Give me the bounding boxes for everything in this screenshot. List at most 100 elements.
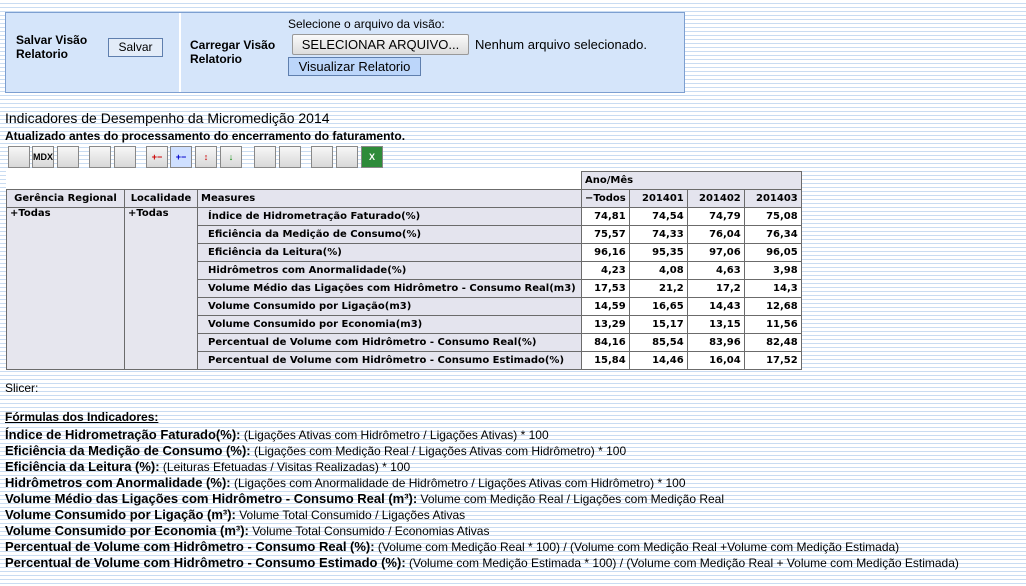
formula-expr: (Leituras Efetuadas / Visitas Realizadas… [159,460,411,474]
print-icon[interactable] [336,146,358,168]
formula-expr: (Ligações Ativas com Hidrômetro / Ligaçõ… [240,428,549,442]
value-cell: 21,2 [628,279,688,298]
measure-cell: Percentual de Volume com Hidrômetro - Co… [197,351,582,370]
cube-icon[interactable] [8,146,30,168]
gerencia-cell[interactable]: +Todas [6,207,125,370]
formula-name: Eficiência da Medição de Consumo (%): [5,443,251,458]
value-cell: 4,08 [628,261,688,280]
empty-cell [6,171,582,190]
value-cell: 4,23 [581,261,630,280]
measure-cell: Volume Consumido por Economia(m3) [197,315,582,334]
file-prompt: Selecione o arquivo da visão: [288,17,445,31]
chart-config-icon[interactable] [279,146,301,168]
formula-name: Percentual de Volume com Hidrômetro - Co… [5,555,406,570]
value-cell: 14,46 [628,351,688,370]
formula-expr: (Ligações com Anormalidade de Hidrômetro… [230,476,686,490]
value-cell: 14,43 [686,297,745,316]
value-cell: 13,29 [581,315,630,334]
data-row: Percentual de Volume com Hidrômetro - Co… [7,333,802,352]
table-icon[interactable] [89,146,111,168]
data-row: Eficiência da Medição de Consumo(%) 75,57… [7,225,802,244]
formula-name: Volume Médio das Ligações com Hidrômetro… [5,491,418,506]
data-row: Volume Consumido por Economia(m3) 13,29 15… [7,315,802,334]
value-cell: 74,81 [581,207,630,226]
value-cell: 13,15 [686,315,745,334]
slicer: Slicer: [5,381,39,395]
value-cell: 17,53 [581,279,630,298]
drill-down-icon[interactable]: ↓ [220,146,242,168]
value-cell: 85,54 [628,333,688,352]
formula-line: Eficiência da Leitura (%): (Leituras Efe… [5,459,410,474]
value-cell: 12,68 [743,297,802,316]
drill-icon[interactable]: ↕ [195,146,217,168]
value-cell: 3,98 [743,261,802,280]
file-button[interactable]: SELECIONAR ARQUIVO... [292,34,469,55]
value-cell: 15,84 [581,351,630,370]
formula-line: Índice de Hidrometração Faturado(%): (Li… [5,427,549,442]
formulas-heading: Fórmulas dos Indicadores: [5,410,159,424]
value-cell: 75,57 [581,225,630,244]
value-cell: 16,04 [686,351,745,370]
swap-icon[interactable] [114,146,136,168]
measure-cell: Índice de Hidrometração Faturado(%) [197,207,582,226]
column-header: Measures [197,189,582,208]
column-header: 201401 [628,189,688,208]
formula-name: Índice de Hidrometração Faturado(%): [5,427,241,442]
print-setup-icon[interactable] [311,146,333,168]
column-header: Localidade [124,189,198,208]
formula-name: Hidrômetros com Anormalidade (%): [5,475,231,490]
value-cell: 17,2 [686,279,745,298]
formula-line: Percentual de Volume com Hidrômetro - Co… [5,539,899,554]
column-header[interactable]: −Todos [581,189,630,208]
value-cell: 82,48 [743,333,802,352]
measure-cell: Percentual de Volume com Hidrômetro - Co… [197,333,582,352]
load-label: Carregar Visão Relatorio [190,38,276,66]
report-title: Indicadores de Desempenho da Micromediçã… [5,110,330,126]
header-row: Ano/Mês [6,171,802,190]
value-cell: 16,65 [628,297,688,316]
value-cell: 17,52 [743,351,802,370]
measure-cell: Eficiência da Medição de Consumo(%) [197,225,582,244]
view-panel: Salvar Visão Relatorio Salvar Carregar V… [5,12,685,93]
value-cell: 14,3 [743,279,802,298]
value-cell: 97,06 [686,243,745,262]
formula-line: Hidrômetros com Anormalidade (%): (Ligaç… [5,475,686,490]
value-cell: 76,04 [686,225,745,244]
collapse-icon[interactable]: +− [146,146,168,168]
measure-cell: Eficiência da Leitura(%) [197,243,582,262]
bar-chart-icon[interactable] [254,146,276,168]
localidade-cell[interactable]: +Todas [124,207,198,370]
formula-line: Percentual de Volume com Hidrômetro - Co… [5,555,959,570]
column-header: 201403 [743,189,802,208]
pivot-table: Ano/Mês Gerência Regional Localidade Measur… [6,171,802,370]
sort-icon[interactable] [57,146,79,168]
value-cell: 96,16 [581,243,630,262]
value-cell: 96,05 [743,243,802,262]
mdx-icon[interactable]: MDX [32,146,54,168]
value-cell: 76,34 [743,225,802,244]
view-button[interactable]: Visualizar Relatorio [288,57,421,76]
measure-cell: Volume Médio das Ligações com Hidrômetro… [197,279,582,298]
value-cell: 14,59 [581,297,630,316]
file-status: Nenhum arquivo selecionado. [475,37,647,52]
measure-cell: Volume Consumido por Ligação(m3) [197,297,582,316]
formula-name: Eficiência da Leitura (%): [5,459,160,474]
formula-expr: (Volume com Medição Estimada * 100) / (V… [405,556,959,570]
expand-icon[interactable]: +− [170,146,192,168]
formula-expr: Volume Total Consumido / Economias Ativa… [248,524,490,538]
value-cell: 75,08 [743,207,802,226]
column-row: Gerência Regional Localidade Measures −Todo… [6,189,802,208]
data-row: Percentual de Volume com Hidrômetro - Co… [7,351,802,370]
formula-name: Volume Consumido por Ligação (m³): [5,507,236,522]
formula-line: Eficiência da Medição de Consumo (%): (L… [5,443,626,458]
formula-line: Volume Médio das Ligações com Hidrômetro… [5,491,724,506]
column-header: 201402 [686,189,745,208]
value-cell: 83,96 [686,333,745,352]
formula-line: Volume Consumido por Economia (m³): Volu… [5,523,489,538]
separator [179,13,181,92]
value-cell: 4,63 [686,261,745,280]
value-cell: 15,17 [628,315,688,334]
excel-icon[interactable]: X [361,146,383,168]
save-button[interactable]: Salvar [108,38,163,57]
data-row: Volume Médio das Ligações com Hidrômetro… [7,279,802,298]
